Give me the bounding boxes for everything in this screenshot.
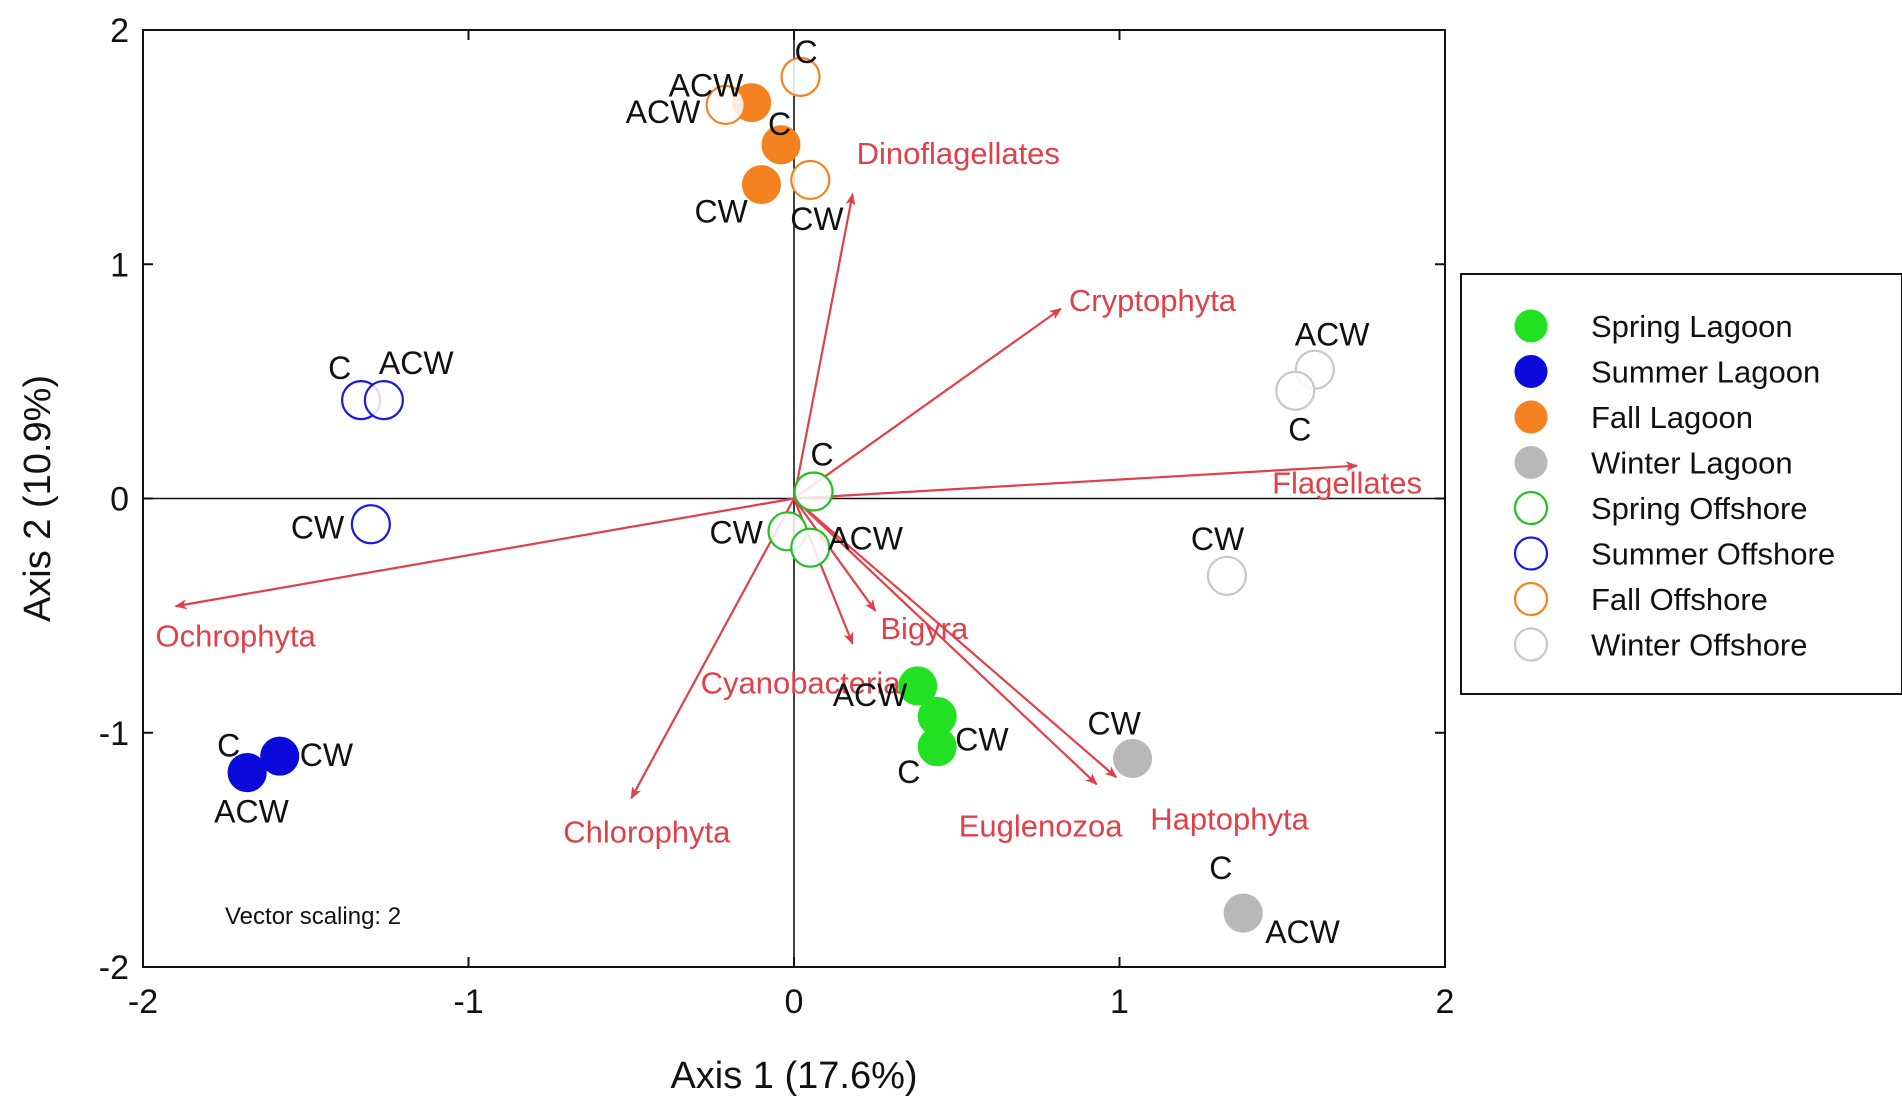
point-label-spring-offshore-c: C (811, 436, 834, 472)
point-fall-offshore-cw (790, 159, 831, 201)
point-label-summer-lagoon-acw: ACW (214, 794, 289, 830)
point-label-spring-offshore-cw: CW (709, 514, 763, 550)
vector-chlorophyta (630, 497, 795, 800)
point-spring-lagoon-c (917, 727, 957, 767)
vector-label-haptophyta: Haptophyta (1150, 801, 1309, 836)
point-label-winter-offshore-c: C (1288, 412, 1311, 448)
y-axis-title: Axis 2 (10.9%) (17, 375, 59, 622)
vector-label-cryptophyta: Cryptophyta (1069, 283, 1237, 318)
vector-label-cyanobacteria: Cyanobacteria (701, 666, 902, 701)
point-spring-offshore-acw (790, 527, 831, 568)
vector-ochrophyta (174, 497, 795, 610)
point-summer-offshore-acw (363, 380, 404, 421)
vector-scaling-note: Vector scaling: 2 (225, 903, 401, 930)
point-label-winter-lagoon-cw: CW (1088, 706, 1142, 742)
point-label-fall-offshore-c: C (795, 34, 818, 70)
vector-label-chlorophyta: Chlorophyta (563, 814, 731, 849)
vector-dinoflagellates (792, 192, 856, 499)
legend-marker-fall-offshore (1513, 581, 1549, 617)
point-spring-offshore-c (793, 471, 834, 512)
point-label-spring-offshore-acw: ACW (828, 521, 903, 557)
legend-label-summer-offshore: Summer Offshore (1591, 537, 1835, 572)
point-label-winter-lagoon-acw: ACW (1265, 914, 1340, 950)
point-spring-lagoon-acw (898, 666, 938, 706)
point-fall-offshore-acw (705, 84, 746, 126)
point-fall-lagoon-cw (741, 165, 781, 205)
legend-label-winter-lagoon: Winter Lagoon (1591, 446, 1793, 481)
point-label-summer-offshore-acw: ACW (379, 345, 454, 381)
x-tick-label: -2 (128, 983, 158, 1021)
legend-label-summer-lagoon: Summer Lagoon (1591, 355, 1820, 390)
point-summer-lagoon-cw (260, 736, 300, 776)
y-tick-label: 2 (110, 12, 129, 50)
x-tick-label: 1 (1110, 983, 1129, 1021)
legend-marker-spring-lagoon (1514, 309, 1548, 343)
y-tick-label: -2 (99, 949, 129, 987)
point-label-spring-lagoon-c: C (897, 754, 920, 790)
point-label-summer-lagoon-c: C (217, 728, 240, 764)
point-label-fall-offshore-cw: CW (790, 201, 844, 237)
y-tick-label: -1 (99, 715, 129, 753)
point-winter-offshore-cw (1206, 555, 1248, 596)
x-tick-label: 0 (785, 983, 804, 1021)
vector-cryptophyta (793, 307, 1062, 500)
legend-label-fall-offshore: Fall Offshore (1591, 582, 1768, 617)
point-label-spring-lagoon-acw: ACW (833, 677, 908, 713)
y-tick-label: 0 (110, 481, 129, 519)
x-axis-title: Axis 1 (17.6%) (670, 1055, 917, 1097)
point-fall-lagoon-c (761, 125, 801, 165)
point-label-winter-offshore-acw: ACW (1295, 317, 1370, 353)
legend-label-fall-lagoon: Fall Lagoon (1591, 400, 1753, 435)
y-tick-label: 1 (110, 246, 129, 284)
point-summer-lagoon-acw (227, 753, 267, 793)
vector-label-flagellates: Flagellates (1272, 466, 1422, 501)
point-label-fall-lagoon-c: C (768, 106, 791, 142)
vector-label-ochrophyta: Ochrophyta (156, 618, 317, 653)
point-winter-lagoon-cw (1113, 739, 1153, 779)
legend-label-spring-lagoon: Spring Lagoon (1591, 309, 1793, 344)
legend-marker-summer-lagoon (1514, 355, 1548, 388)
legend-label-spring-offshore: Spring Offshore (1591, 491, 1808, 526)
legend-marker-fall-lagoon (1514, 400, 1548, 434)
x-tick-label: 2 (1436, 983, 1455, 1021)
legend-marker-spring-offshore (1513, 490, 1549, 526)
point-fall-offshore-c (780, 56, 821, 97)
vector-label-bigyra: Bigyra (880, 611, 969, 646)
point-label-summer-offshore-cw: CW (291, 509, 345, 545)
legend-box (1460, 273, 1902, 695)
point-label-summer-lagoon-cw: CW (300, 737, 354, 773)
point-summer-offshore-cw (350, 504, 391, 545)
point-label-fall-offshore-acw: ACW (626, 94, 701, 130)
vector-bigyra (793, 497, 877, 612)
legend-marker-summer-offshore (1513, 536, 1549, 571)
point-label-winter-lagoon-c: C (1209, 850, 1232, 886)
point-label-winter-offshore-cw: CW (1191, 521, 1245, 557)
vector-label-dinoflagellates: Dinoflagellates (857, 136, 1060, 171)
vector-label-euglenozoa: Euglenozoa (959, 808, 1124, 843)
legend-label-winter-offshore: Winter Offshore (1591, 628, 1808, 663)
point-label-spring-lagoon-cw: CW (955, 721, 1009, 757)
legend-marker-winter-offshore (1513, 627, 1549, 662)
vector-flagellates (793, 461, 1359, 500)
x-tick-label: -1 (453, 983, 483, 1021)
point-winter-lagoon-acw (1223, 893, 1263, 933)
point-label-summer-offshore-c: C (328, 350, 351, 386)
vector-haptophyta (793, 497, 1118, 779)
point-label-fall-lagoon-cw: CW (694, 194, 748, 230)
point-winter-offshore-c (1275, 370, 1316, 411)
point-label-fall-lagoon-acw: ACW (669, 68, 744, 104)
vector-euglenozoa (793, 497, 1098, 786)
legend-marker-winter-lagoon (1514, 446, 1548, 479)
